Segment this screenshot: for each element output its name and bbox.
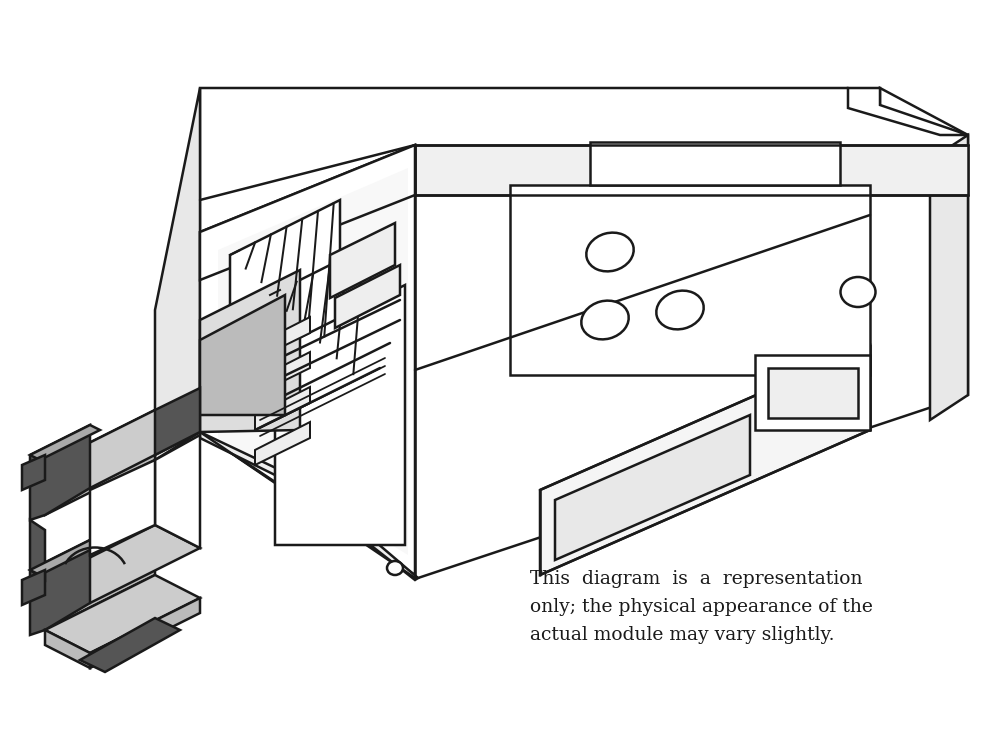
Polygon shape — [555, 415, 750, 560]
Polygon shape — [848, 88, 968, 135]
Polygon shape — [22, 455, 45, 490]
Polygon shape — [330, 223, 395, 298]
Polygon shape — [768, 368, 858, 418]
Polygon shape — [270, 245, 370, 390]
Polygon shape — [218, 168, 408, 555]
Text: only; the physical appearance of the: only; the physical appearance of the — [530, 598, 873, 616]
Polygon shape — [45, 410, 155, 515]
Polygon shape — [275, 285, 405, 545]
Ellipse shape — [387, 561, 403, 575]
Polygon shape — [30, 425, 90, 520]
Polygon shape — [200, 270, 300, 432]
Polygon shape — [90, 598, 200, 668]
Polygon shape — [200, 145, 415, 575]
Polygon shape — [415, 145, 968, 195]
Polygon shape — [22, 570, 45, 605]
Polygon shape — [45, 630, 90, 668]
Polygon shape — [45, 575, 200, 653]
Polygon shape — [155, 88, 200, 460]
Polygon shape — [90, 460, 155, 555]
Text: This  diagram  is  a  representation: This diagram is a representation — [530, 570, 862, 588]
Ellipse shape — [656, 290, 704, 329]
Polygon shape — [540, 345, 870, 575]
Polygon shape — [80, 618, 180, 672]
Polygon shape — [200, 295, 285, 415]
Ellipse shape — [581, 301, 629, 340]
Polygon shape — [510, 185, 870, 375]
Polygon shape — [30, 520, 45, 580]
Polygon shape — [590, 142, 840, 185]
Polygon shape — [30, 540, 100, 575]
Polygon shape — [200, 432, 418, 580]
Polygon shape — [255, 422, 310, 465]
Ellipse shape — [586, 232, 634, 272]
Polygon shape — [45, 525, 200, 603]
Ellipse shape — [840, 277, 876, 307]
Polygon shape — [930, 135, 968, 420]
Polygon shape — [155, 388, 200, 455]
Polygon shape — [155, 435, 200, 548]
Polygon shape — [200, 88, 968, 578]
Polygon shape — [230, 200, 340, 350]
Polygon shape — [755, 355, 870, 430]
Text: actual module may vary slightly.: actual module may vary slightly. — [530, 626, 834, 644]
Polygon shape — [30, 540, 90, 635]
Polygon shape — [255, 317, 310, 360]
Polygon shape — [200, 145, 415, 280]
Polygon shape — [45, 410, 200, 488]
Polygon shape — [45, 525, 155, 630]
Polygon shape — [255, 387, 310, 430]
Polygon shape — [335, 265, 400, 328]
Polygon shape — [255, 352, 310, 395]
Polygon shape — [30, 425, 100, 460]
